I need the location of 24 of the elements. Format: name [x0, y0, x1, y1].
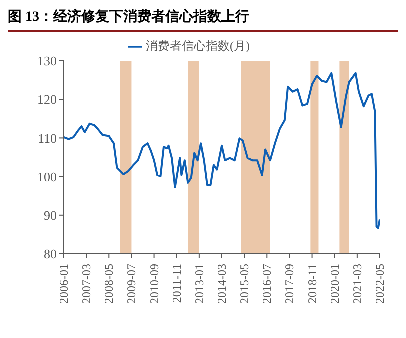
x-tick-label: 2017-09	[282, 264, 297, 304]
x-tick-label: 2021-03	[350, 264, 364, 304]
x-tick-label: 2011-11	[170, 264, 184, 304]
x-tick-label: 2013-01	[192, 264, 206, 304]
x-tick-label: 2016-07	[260, 264, 274, 304]
line-series	[64, 72, 380, 230]
x-tick-label: 2008-05	[102, 264, 116, 304]
x-tick-label: 2006-01	[57, 264, 71, 304]
x-tick-label: 2014-03	[215, 264, 229, 304]
x-tick-label: 2018-11	[305, 264, 320, 304]
y-tick-label: 90	[44, 208, 57, 224]
x-tick-label: 2022-05	[373, 264, 387, 304]
y-tick-label: 120	[38, 92, 57, 108]
y-tick-label: 80	[44, 246, 57, 262]
chart-title: 图 13：经济修复下消费者信心指数上行	[8, 8, 398, 32]
x-tick-label: 2009-07	[124, 264, 139, 304]
x-tick-label: 2007-03	[80, 264, 94, 304]
x-tick-label: 2015-05	[238, 264, 252, 304]
y-tick-label: 110	[38, 130, 57, 146]
y-tick-label: 130	[38, 54, 57, 69]
x-tick-label: 2020-01	[328, 264, 342, 304]
y-tick-label: 100	[38, 169, 57, 184]
legend-label: 消费者信心指数(月)	[146, 39, 250, 53]
x-tick-label: 2010-09	[147, 264, 162, 304]
